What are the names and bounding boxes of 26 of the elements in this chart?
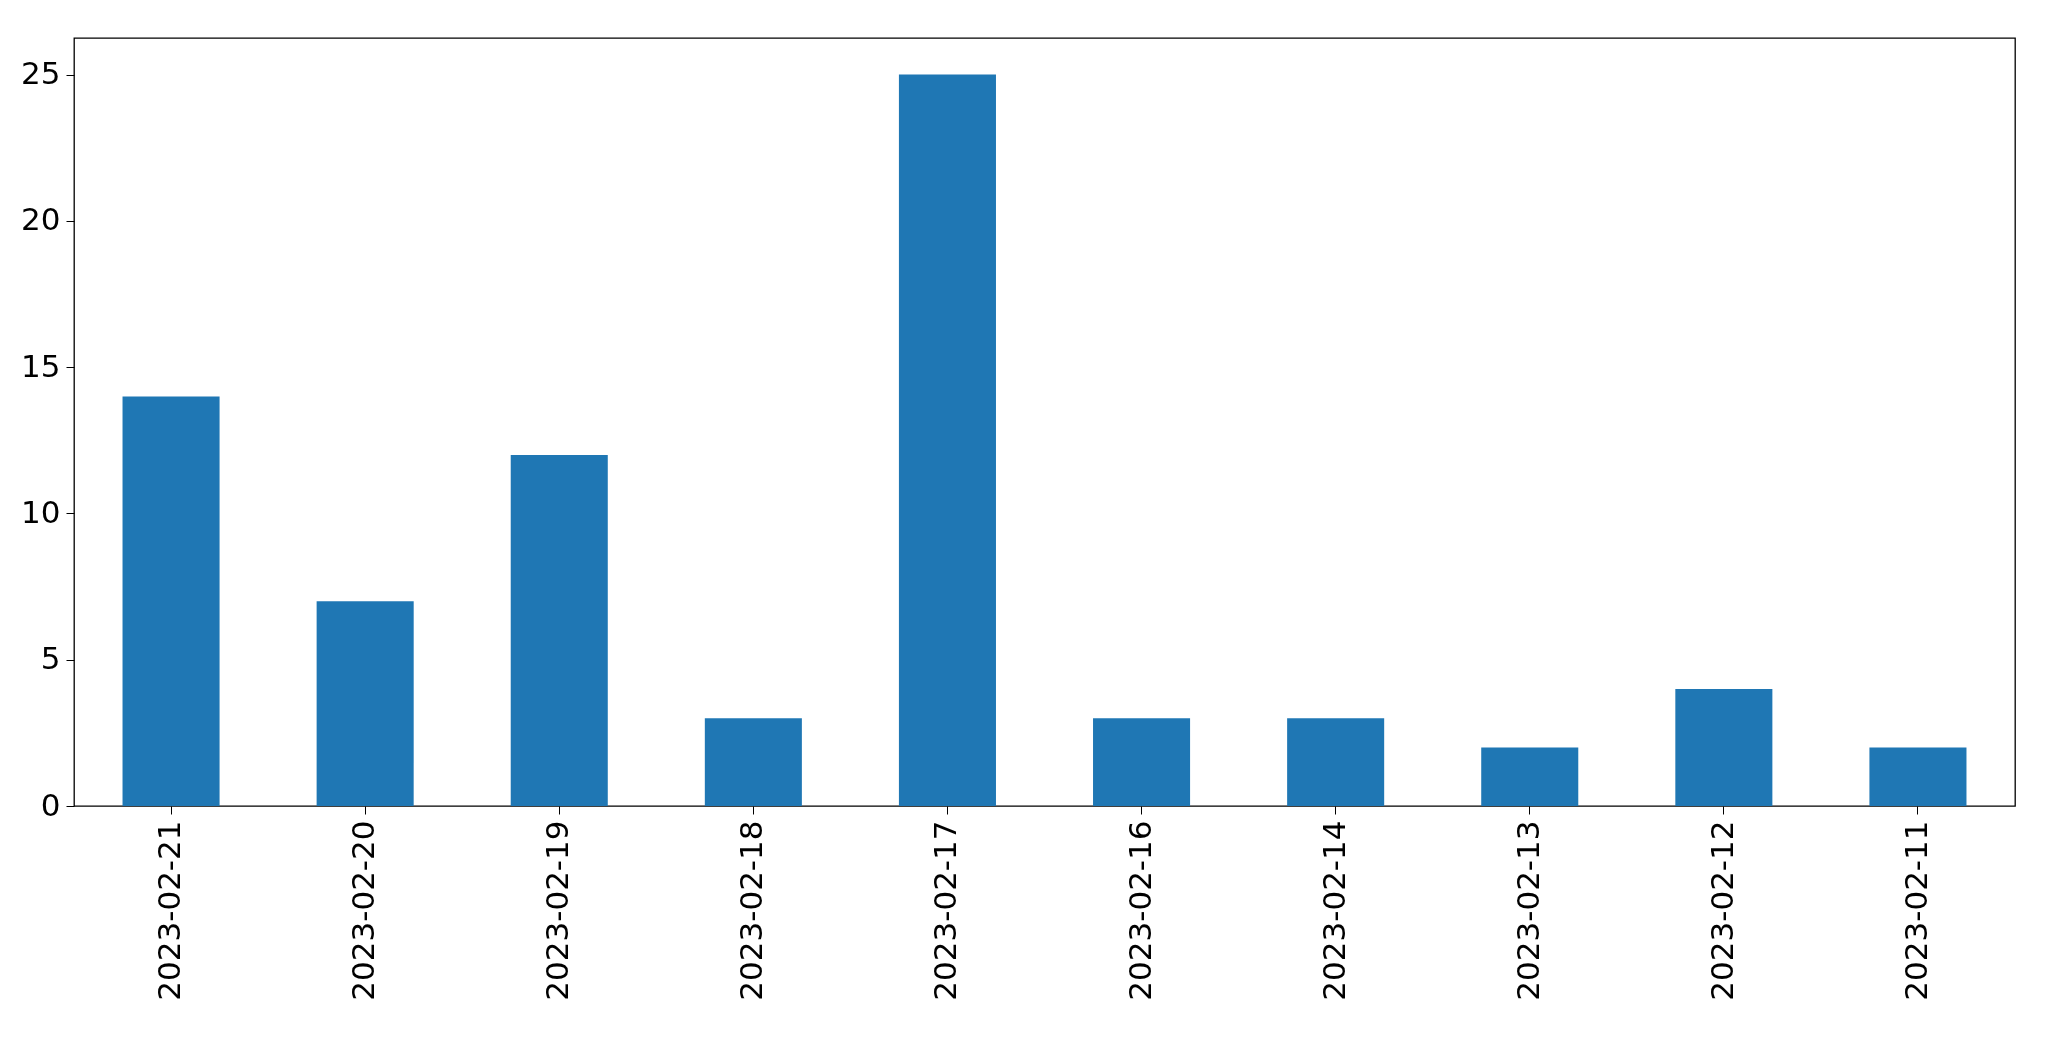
- bar: [704, 718, 802, 806]
- x-tick-label: 2023-02-18: [733, 820, 770, 1001]
- bar: [1093, 718, 1191, 806]
- x-tick-label: 2023-02-20: [345, 820, 382, 1001]
- x-tick-label: 2023-02-12: [1703, 820, 1740, 1001]
- x-tick-label: 2023-02-14: [1315, 820, 1352, 1001]
- bar: [122, 396, 220, 806]
- x-tick-label: 2023-02-21: [151, 820, 188, 1001]
- y-tick-label: 0: [40, 786, 61, 823]
- bar: [898, 74, 996, 806]
- y-tick-label: 20: [21, 201, 61, 238]
- bar: [316, 601, 414, 806]
- x-tick-label: 2023-02-17: [927, 820, 964, 1001]
- bar: [1481, 747, 1579, 806]
- bar: [1675, 688, 1773, 806]
- x-tick-label: 2023-02-11: [1897, 820, 1934, 1001]
- bar: [1869, 747, 1967, 806]
- bar: [1287, 718, 1385, 806]
- y-tick-label: 10: [21, 493, 61, 530]
- y-tick-label: 5: [40, 640, 61, 677]
- x-tick-label: 2023-02-16: [1121, 820, 1158, 1001]
- y-tick-label: 15: [21, 347, 61, 384]
- bar: [510, 454, 608, 806]
- y-tick-label: 25: [21, 55, 61, 92]
- x-tick-label: 2023-02-19: [539, 820, 576, 1001]
- x-tick-label: 2023-02-13: [1509, 820, 1546, 1001]
